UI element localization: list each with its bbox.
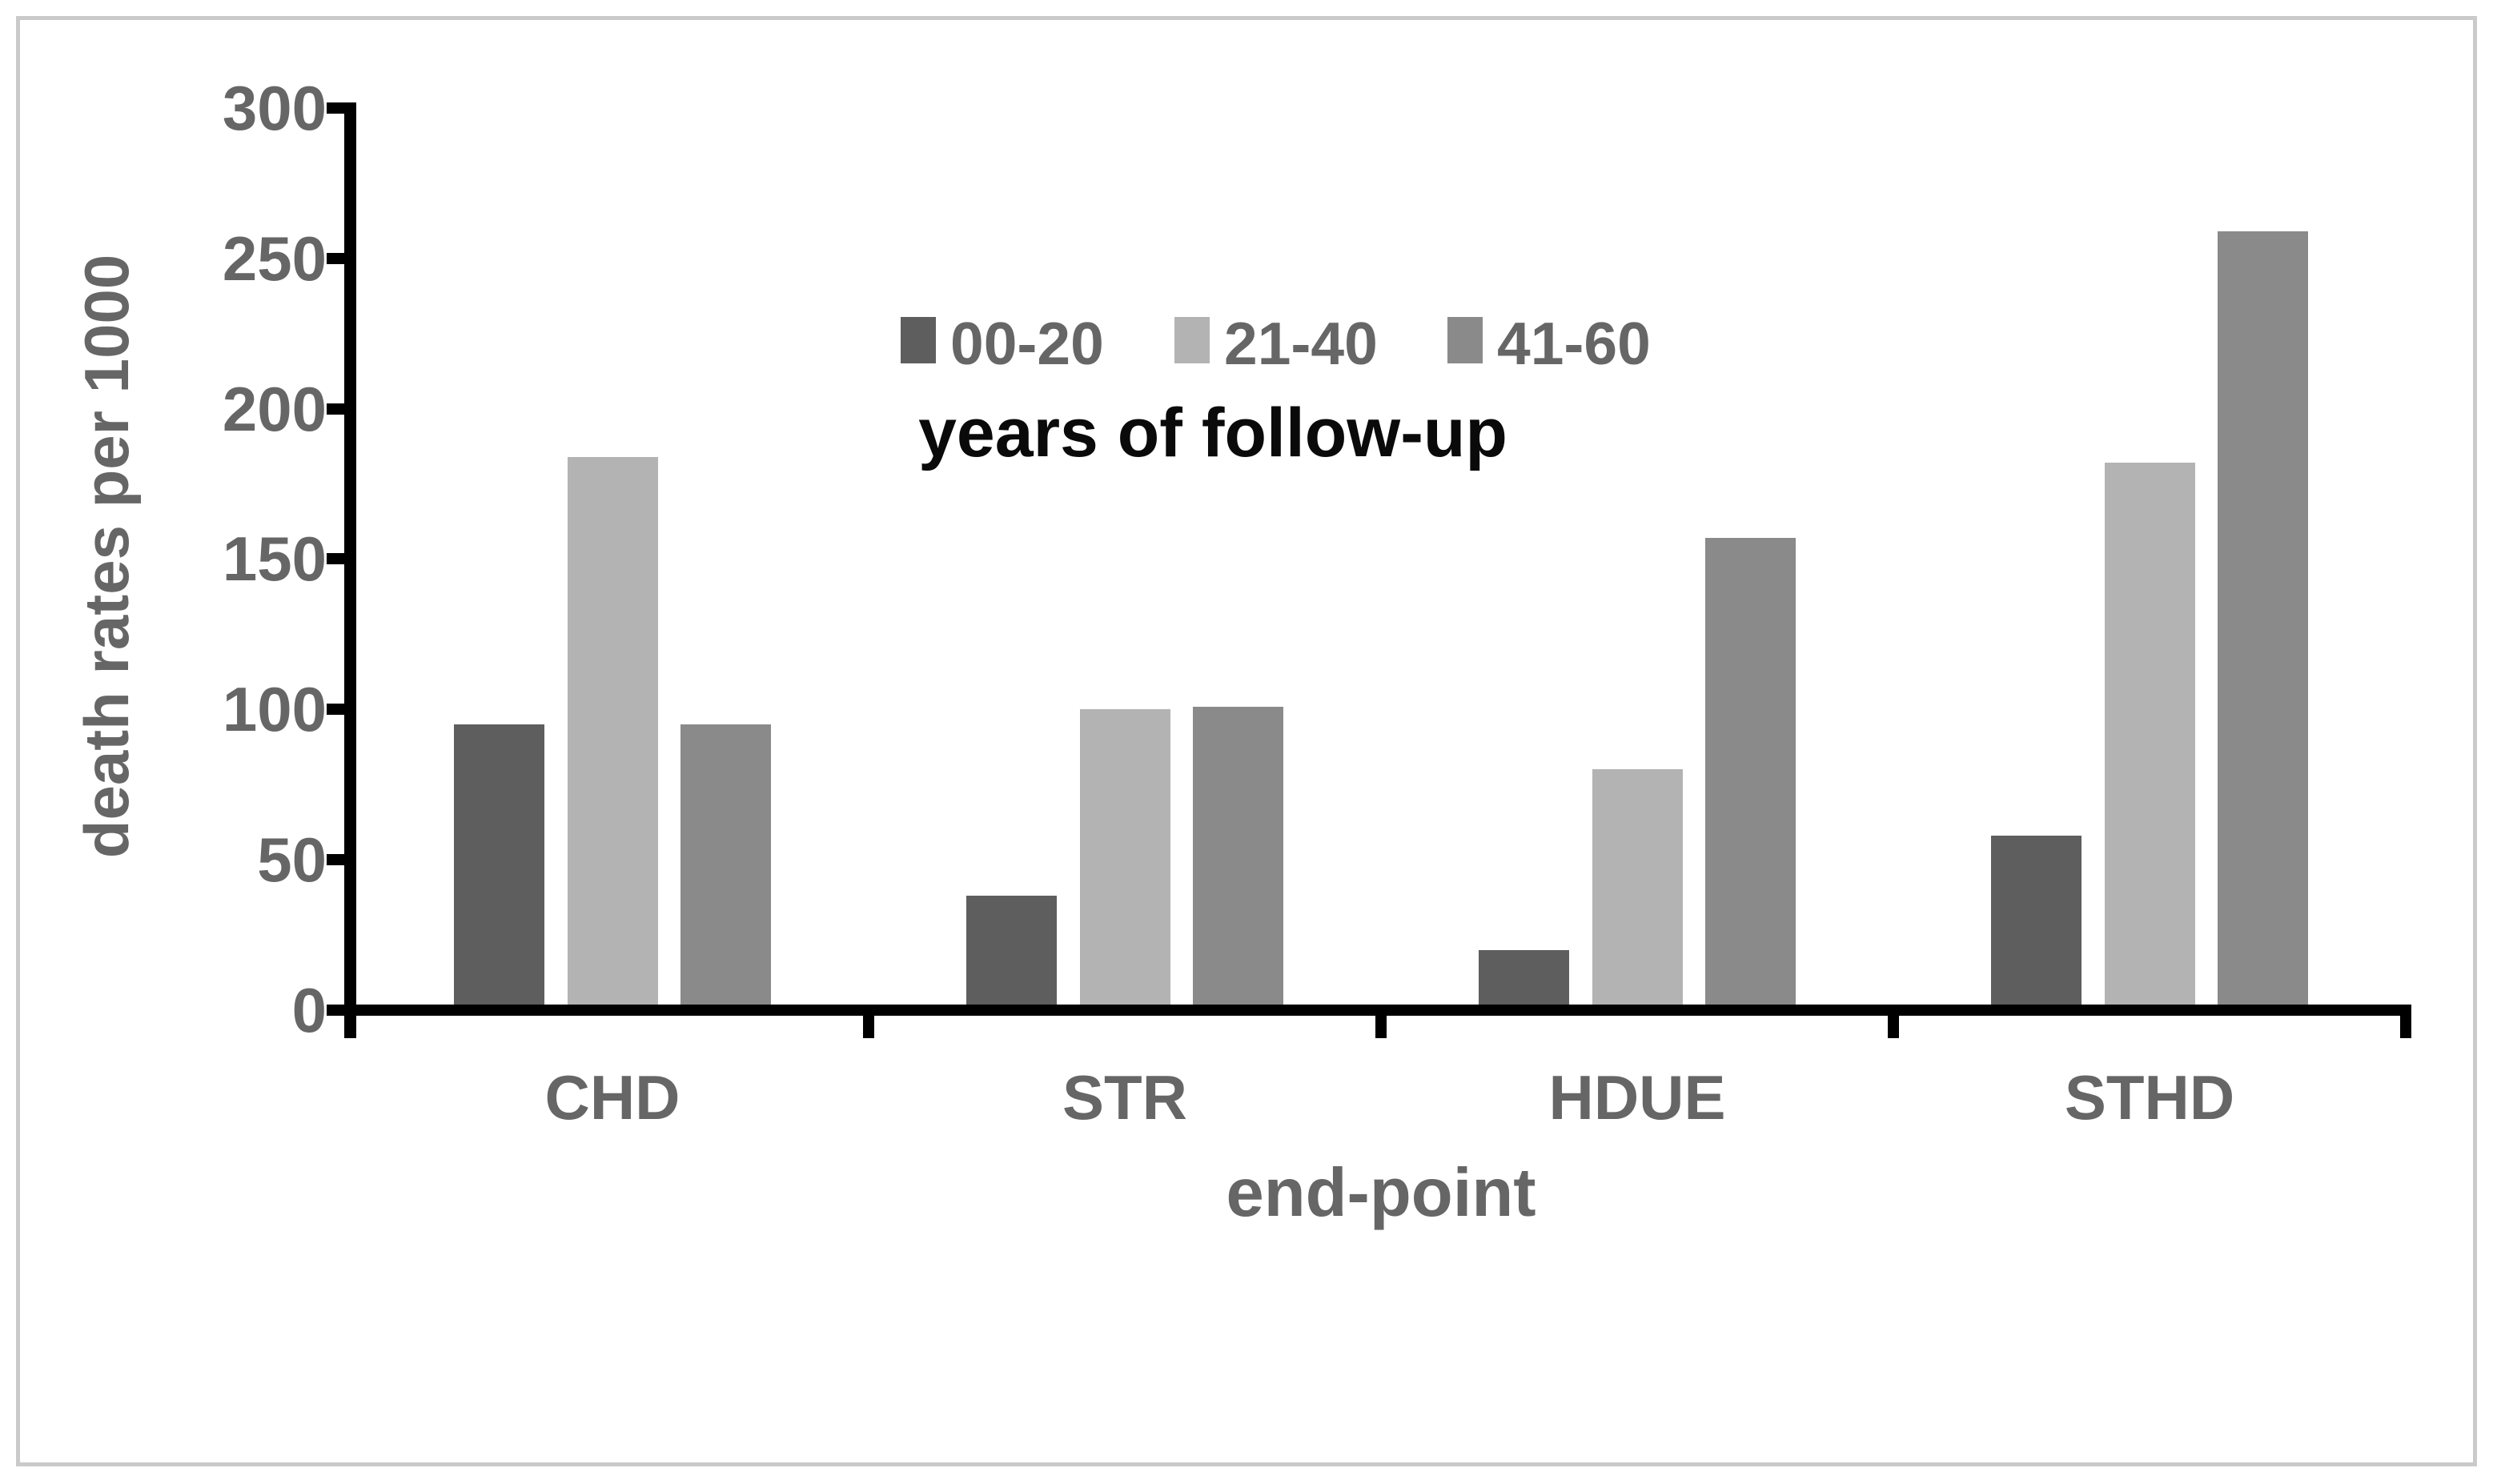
bar-str-21-40 (1079, 709, 1170, 1010)
legend-label-21-40: 21-40 (1224, 310, 1378, 377)
y-tick-label: 50 (257, 824, 327, 896)
bar-sthd-00-20 (1991, 836, 2082, 1010)
y-tick-label: 0 (291, 975, 327, 1045)
y-tick-label: 100 (222, 674, 327, 745)
y-tick-label: 300 (222, 72, 327, 143)
y-tick-label: 150 (222, 523, 327, 595)
y-tick-label: 250 (222, 223, 327, 294)
y-axis-tick (327, 102, 356, 114)
legend-swatch-00-20 (901, 317, 936, 363)
legend-label-00-20: 00-20 (950, 310, 1104, 377)
x-axis-tick (863, 1016, 874, 1038)
y-axis-tick (327, 704, 356, 716)
y-axis-tick (327, 1005, 356, 1016)
bar-hdue-00-20 (1479, 949, 1569, 1010)
bar-chd-00-20 (454, 724, 544, 1010)
legend-swatch-21-40 (1174, 317, 1210, 363)
x-axis-title: end-point (1226, 1155, 1536, 1231)
bar-chd-41-60 (680, 724, 771, 1010)
category-label-chd: CHD (544, 1062, 680, 1133)
bar-str-00-20 (966, 896, 1057, 1010)
legend-label-41-60: 41-60 (1497, 310, 1651, 377)
y-axis-tick (327, 252, 356, 264)
x-axis-line (344, 1005, 2411, 1016)
bar-hdue-21-40 (1592, 769, 1683, 1010)
y-axis-line (344, 102, 356, 1038)
bar-hdue-41-60 (1705, 538, 1796, 1010)
legend-title: years of follow-up (918, 395, 1507, 471)
bar-str-41-60 (1193, 706, 1283, 1010)
chart-frame (16, 16, 2477, 1466)
category-label-sthd: STHD (2064, 1062, 2235, 1133)
bar-sthd-41-60 (2218, 231, 2308, 1010)
x-axis-tick (2400, 1016, 2411, 1038)
bar-sthd-21-40 (2104, 463, 2195, 1010)
legend-swatch-41-60 (1447, 317, 1483, 363)
y-axis-tick (327, 854, 356, 866)
category-label-hdue: HDUE (1548, 1062, 1726, 1133)
y-axis-tick (327, 403, 356, 415)
x-axis-tick (1375, 1016, 1387, 1038)
x-axis-tick (1888, 1016, 1899, 1038)
y-axis-tick (327, 553, 356, 565)
y-tick-label: 200 (222, 373, 327, 444)
category-label-str: STR (1062, 1062, 1187, 1133)
bar-chd-21-40 (567, 456, 658, 1010)
